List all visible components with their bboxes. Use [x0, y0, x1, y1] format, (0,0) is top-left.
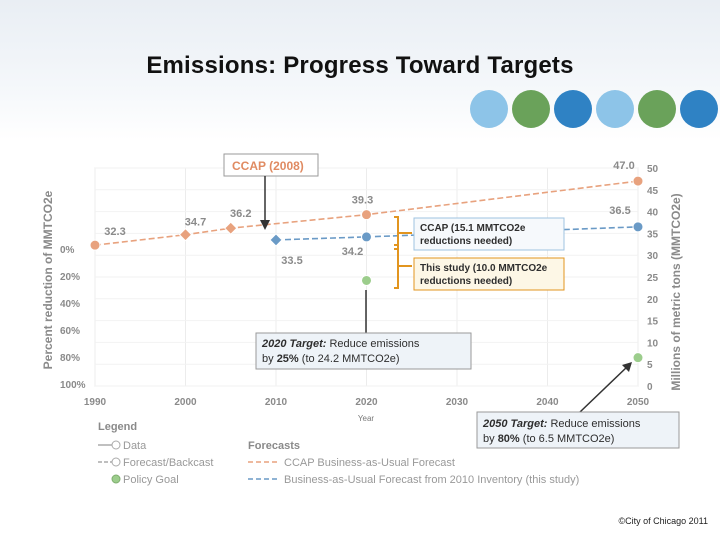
x-tick-label: 2030 [446, 397, 469, 408]
study-reduction-line2: reductions needed) [420, 276, 512, 287]
decor-dot [596, 90, 634, 128]
data-point [632, 175, 644, 187]
ccap-bracket [394, 216, 412, 250]
target-2050-line2: by 80% (to 6.5 MMTCO2e) [483, 433, 614, 445]
target-2020-line2: by 25% (to 24.2 MMTCO2e) [262, 353, 400, 365]
target-2050-line1: 2050 Target: Reduce emissions [482, 418, 641, 430]
study-bracket [394, 244, 412, 289]
target-2050-arrow-head [622, 362, 632, 372]
right-axis-label: Millions of metric tons (MMTCO2e) [669, 193, 683, 390]
data-label: 32.3 [104, 226, 125, 238]
data-label: 34.7 [185, 217, 206, 229]
right-tick-label: 10 [647, 338, 659, 349]
right-tick-label: 0 [647, 382, 653, 393]
data-label: 34.2 [342, 246, 363, 258]
svg-text:Policy Goal: Policy Goal [123, 474, 179, 486]
legend-item-data: Data [98, 440, 147, 452]
left-axis-label: Percent reduction of MMTCO2e [41, 190, 55, 369]
data-label: 36.2 [230, 208, 251, 220]
data-label: 39.3 [352, 195, 373, 207]
left-tick-label: 40% [60, 299, 80, 310]
legend-item-forecast-backcast: Forecast/Backcast [98, 457, 213, 469]
target-2020-box [255, 332, 472, 370]
left-tick-label: 60% [60, 326, 80, 337]
left-tick-label: 0% [60, 245, 75, 256]
left-tick-labels: 0% 20% 40% 60% 80% 100% [60, 245, 86, 391]
ccap-reduction-box [413, 217, 565, 251]
legend-item-policy-goal: Policy Goal [111, 474, 179, 486]
decor-dot [512, 90, 550, 128]
decor-dot [638, 90, 676, 128]
svg-text:Data: Data [123, 440, 147, 452]
ccap-arrow-head [260, 220, 270, 230]
target-2050-box [476, 411, 680, 449]
decor-dot [470, 90, 508, 128]
study-reduction-box [413, 257, 565, 291]
right-tick-label: 50 [647, 164, 659, 175]
x-tick-label: 2000 [174, 397, 197, 408]
ccap-reduction-line2: reductions needed) [420, 236, 512, 247]
right-tick-label: 45 [647, 186, 659, 197]
series-0: 32.3 34.7 36.2 39.3 47.0 [89, 160, 644, 251]
legend-item-ccap-forecast: CCAP Business-as-Usual Forecast [248, 457, 455, 469]
data-point [89, 239, 101, 251]
x-tick-label: 2040 [536, 397, 559, 408]
target-2020-line1: 2020 Target: Reduce emissions [261, 338, 420, 350]
right-tick-label: 40 [647, 208, 659, 219]
x-tick-label: 2050 [627, 397, 650, 408]
data-point [632, 352, 644, 364]
data-point [269, 233, 283, 247]
decorative-dots [470, 90, 720, 132]
decor-dot [554, 90, 592, 128]
right-tick-label: 25 [647, 273, 659, 284]
x-tick-label: 2010 [265, 397, 288, 408]
series-layer: 32.3 34.7 36.2 39.3 47.0 33.5 34.2 36.5 [89, 160, 644, 364]
legend-item-study-forecast: Business-as-Usual Forecast from 2010 Inv… [248, 474, 579, 486]
data-point [361, 231, 372, 243]
series-1: 33.5 34.2 36.5 [269, 205, 644, 267]
ccap-label: CCAP (2008) [232, 159, 304, 173]
right-tick-label: 30 [647, 251, 659, 262]
svg-text:Business-as-Usual Forecast fro: Business-as-Usual Forecast from 2010 Inv… [284, 474, 579, 486]
left-tick-label: 80% [60, 353, 80, 364]
data-point [224, 221, 238, 235]
x-tick-label: 1990 [84, 397, 107, 408]
right-tick-label: 5 [647, 360, 653, 371]
data-point [178, 228, 193, 242]
legend-title: Legend [98, 421, 137, 433]
data-label: 33.5 [281, 255, 302, 267]
legend-forecasts-title: Forecasts [248, 440, 300, 452]
data-point [361, 209, 372, 221]
ccap-reduction-line1: CCAP (15.1 MMTCO2e [420, 223, 526, 234]
data-point [361, 274, 372, 286]
study-reduction-line1: This study (10.0 MMTCO2e [420, 263, 548, 274]
x-axis-label: Year [358, 414, 375, 423]
data-label: 47.0 [613, 160, 634, 172]
copyright-note: ©City of Chicago 2011 [618, 516, 708, 526]
svg-text:CCAP Business-as-Usual Forecas: CCAP Business-as-Usual Forecast [284, 457, 455, 469]
decor-dot [680, 90, 718, 128]
data-label: 36.5 [609, 205, 630, 217]
svg-text:Forecast/Backcast: Forecast/Backcast [123, 457, 213, 469]
right-tick-label: 15 [647, 317, 659, 328]
target-2050-arrow [579, 365, 629, 413]
series-2 [361, 274, 644, 364]
data-point [632, 221, 644, 233]
right-tick-label: 35 [647, 229, 659, 240]
left-tick-label: 100% [60, 380, 86, 391]
x-tick-label: 2020 [355, 397, 378, 408]
right-tick-label: 20 [647, 295, 659, 306]
x-tick-labels: 1990 2000 2010 2020 2030 2040 2050 [84, 397, 650, 408]
ccap-label-box [223, 153, 319, 177]
left-tick-label: 20% [60, 272, 80, 283]
slide-title: Emissions: Progress Toward Targets [146, 52, 574, 79]
